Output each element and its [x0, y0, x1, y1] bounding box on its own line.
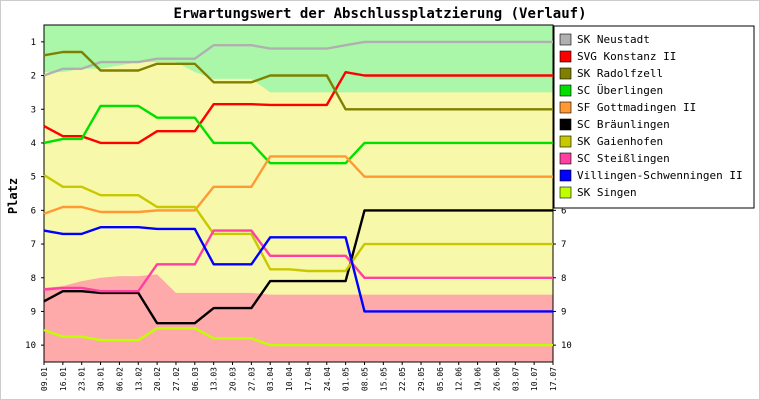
- y-tick-label-right: 6: [561, 206, 566, 216]
- x-tick-label: 12.06: [455, 367, 464, 391]
- legend-swatch: [559, 118, 572, 131]
- legend-entry: SK Singen: [577, 186, 637, 199]
- x-tick-label: 13.02: [134, 367, 143, 391]
- y-tick-label-right: 8: [561, 274, 566, 284]
- y-tick-label-right: 7: [561, 240, 566, 250]
- x-tick-label: 10.04: [285, 367, 294, 391]
- series-line-9: [43, 226, 553, 313]
- x-tick-label: 17.07: [549, 367, 558, 391]
- legend-swatch: [559, 169, 572, 182]
- plot-border: [43, 24, 554, 363]
- x-tick-label: 09.01: [40, 367, 49, 391]
- legend-swatch: [559, 84, 572, 97]
- plot-area: 112233445566778899101009.0116.0123.0130.…: [25, 24, 572, 391]
- x-tick-label: 10.07: [530, 367, 539, 391]
- x-tick-label: 23.01: [78, 367, 87, 391]
- x-tick-label: 06.02: [115, 367, 124, 391]
- x-tick-label: 27.03: [247, 367, 256, 391]
- y-tick-label-left: 9: [31, 307, 36, 317]
- legend-box: [553, 25, 755, 209]
- x-tick-label: 06.03: [191, 367, 200, 391]
- legend-entry: SC Steißlingen: [577, 152, 670, 165]
- y-tick-label-right: 9: [561, 307, 566, 317]
- y-tick-label-right: 10: [561, 341, 572, 351]
- legend-entry: SC Bräunlingen: [577, 118, 670, 131]
- legend-entry: SC Überlingen: [577, 84, 663, 97]
- x-tick-label: 30.01: [97, 367, 106, 391]
- series-line-7: [43, 173, 553, 273]
- series-line-10: [43, 327, 553, 347]
- x-tick-label: 26.06: [492, 367, 501, 391]
- series-line-5: [43, 155, 553, 215]
- x-tick-label: 03.07: [511, 367, 520, 391]
- y-tick-label-left: 7: [31, 240, 36, 250]
- legend-entry: SK Neustadt: [577, 33, 650, 46]
- x-tick-label: 20.03: [229, 367, 238, 391]
- x-tick-label: 27.02: [172, 367, 181, 391]
- y-tick-label-left: 5: [31, 173, 36, 183]
- x-tick-label: 05.06: [436, 367, 445, 391]
- y-tick-label-left: 1: [31, 38, 36, 48]
- legend-swatch: [559, 50, 572, 63]
- x-tick-label: 24.04: [323, 367, 332, 391]
- x-tick-label: 20.02: [153, 367, 162, 391]
- x-tick-label: 15.05: [379, 367, 388, 391]
- x-tick-label: 16.01: [59, 367, 68, 391]
- legend-entry: Villingen-Schwenningen II: [577, 169, 743, 182]
- legend-swatch: [559, 67, 572, 80]
- x-tick-label: 13.03: [210, 367, 219, 391]
- x-tick-label: 03.04: [266, 367, 275, 391]
- legend-entry: SK Radolfzell: [577, 67, 663, 80]
- y-tick-label-left: 10: [25, 341, 36, 351]
- y-tick-label-left: 3: [31, 105, 36, 115]
- legend-swatch: [559, 186, 572, 199]
- y-axis-label: Platz: [6, 178, 20, 214]
- legend-swatch: [559, 101, 572, 114]
- legend-swatch: [559, 33, 572, 46]
- zone-relegation: [44, 274, 553, 362]
- x-tick-label: 01.05: [342, 367, 351, 391]
- legend-entry: SK Gaienhofen: [577, 135, 663, 148]
- x-tick-label: 17.04: [304, 367, 313, 391]
- series-line-4: [43, 104, 553, 165]
- series-line-2: [43, 71, 553, 145]
- legend: SK Neustadt SVG Konstanz II SK Radolfzell S…: [553, 25, 755, 209]
- legend-entry: SVG Konstanz II: [577, 50, 676, 63]
- series-line-8: [43, 229, 553, 293]
- x-tick-label: 19.06: [474, 367, 483, 391]
- y-tick-label-left: 6: [31, 206, 36, 216]
- x-tick-label: 22.05: [398, 367, 407, 391]
- legend-swatch: [559, 152, 572, 165]
- y-tick-label-left: 2: [31, 72, 36, 82]
- x-tick-label: 08.05: [360, 367, 369, 391]
- legend-swatch: [559, 135, 572, 148]
- series-line-3: [43, 50, 553, 111]
- x-tick-label: 29.05: [417, 367, 426, 391]
- series-line-6: [43, 209, 553, 325]
- legend-entry: SF Gottmadingen II: [577, 101, 696, 114]
- y-tick-label-left: 8: [31, 274, 36, 284]
- y-tick-label-left: 4: [31, 139, 36, 149]
- chart-title: Erwartungswert der Abschlussplatzierung …: [173, 6, 586, 22]
- series-line-1: [43, 40, 553, 77]
